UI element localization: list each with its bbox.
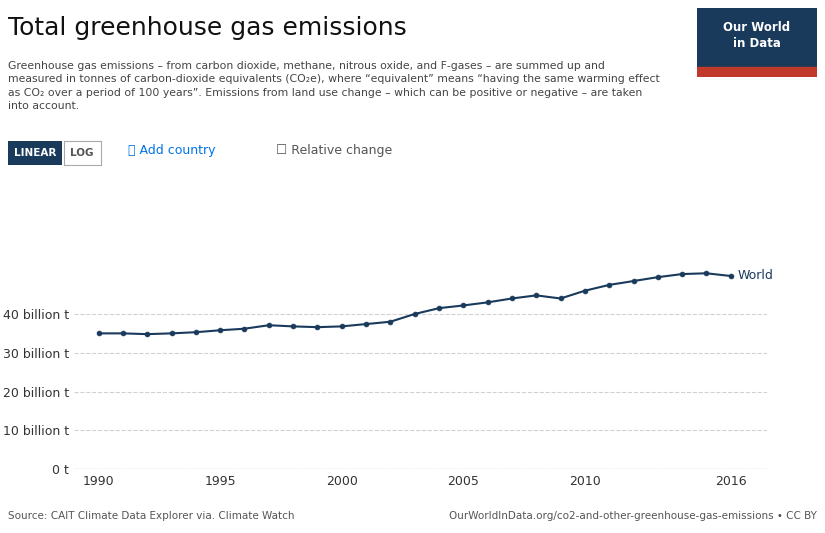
Text: Source: CAIT Climate Data Explorer via. Climate Watch: Source: CAIT Climate Data Explorer via. … bbox=[8, 511, 295, 521]
Text: LINEAR: LINEAR bbox=[14, 148, 56, 158]
Text: World: World bbox=[738, 270, 774, 282]
Text: Greenhouse gas emissions – from carbon dioxide, methane, nitrous oxide, and F-ga: Greenhouse gas emissions – from carbon d… bbox=[8, 61, 660, 111]
Text: ☐ Relative change: ☐ Relative change bbox=[276, 144, 393, 157]
Text: Our World
in Data: Our World in Data bbox=[724, 21, 790, 50]
Text: Total greenhouse gas emissions: Total greenhouse gas emissions bbox=[8, 16, 407, 40]
Text: ➕ Add country: ➕ Add country bbox=[128, 144, 215, 157]
Text: OurWorldInData.org/co2-and-other-greenhouse-gas-emissions • CC BY: OurWorldInData.org/co2-and-other-greenho… bbox=[449, 511, 817, 521]
Text: LOG: LOG bbox=[70, 148, 94, 158]
Bar bbox=[697, 67, 817, 77]
